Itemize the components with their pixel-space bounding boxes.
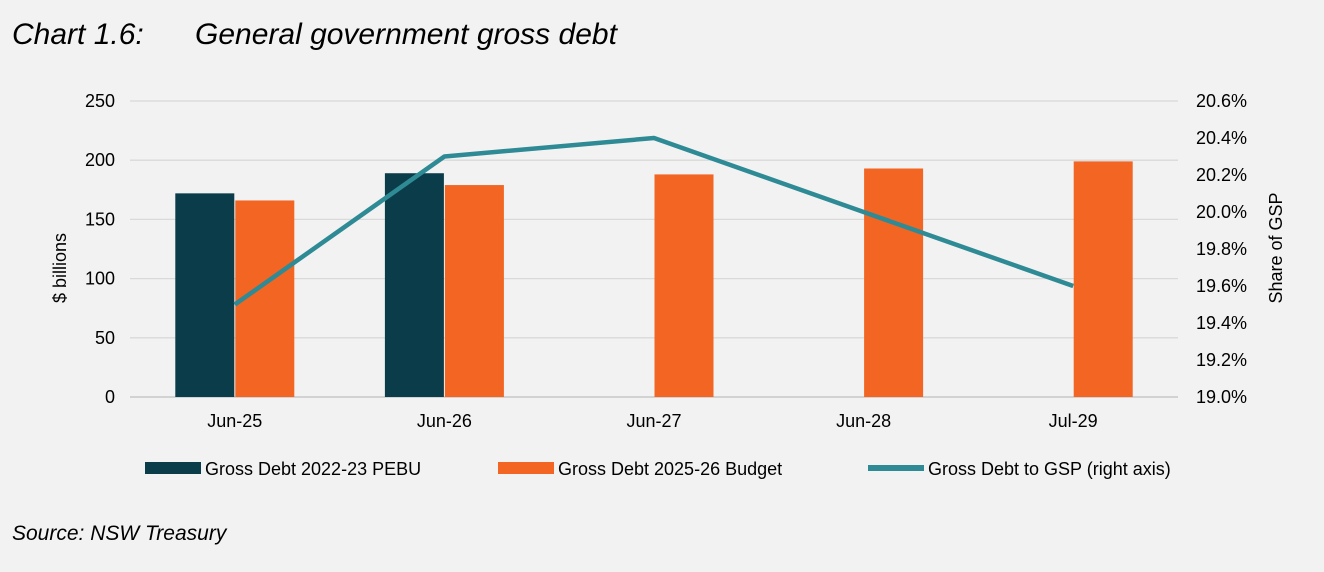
debt-chart: 0 50 100 150 200 250 19.0% 19.2% 19.4% 19.6% 19.8%… — [50, 91, 1286, 479]
y-tick-label: 50 — [95, 328, 115, 348]
y2-tick-label: 19.4% — [1196, 313, 1247, 333]
y2-axis-title: Share of GSP — [1266, 192, 1286, 303]
legend-label-gsp: Gross Debt to GSP (right axis) — [928, 459, 1171, 479]
legend: Gross Debt 2022-23 PEBU Gross Debt 2025-… — [145, 459, 1171, 479]
y-tick-label: 200 — [85, 150, 115, 170]
x-tick-label: Jul-29 — [1049, 411, 1098, 431]
x-tick-label: Jun-27 — [626, 411, 681, 431]
legend-swatch-gsp — [868, 465, 924, 471]
chart-title-text: General government gross debt — [195, 18, 617, 51]
y-tick-label: 100 — [85, 269, 115, 289]
y2-tick-label: 19.0% — [1196, 387, 1247, 407]
y2-tick-label: 19.8% — [1196, 239, 1247, 259]
x-tick-label: Jun-26 — [417, 411, 472, 431]
legend-swatch-budget — [498, 462, 554, 474]
y-tick-label: 250 — [85, 91, 115, 111]
y-tick-label: 150 — [85, 209, 115, 229]
legend-swatch-pebu — [145, 462, 201, 474]
source-note: Source: NSW Treasury — [12, 522, 227, 545]
bar-pebu — [384, 173, 444, 397]
bar-budget — [864, 168, 924, 397]
y2-tick-label: 19.6% — [1196, 276, 1247, 296]
y2-tick-label: 20.6% — [1196, 91, 1247, 111]
x-tick-label: Jun-25 — [207, 411, 262, 431]
x-tick-label: Jun-28 — [836, 411, 891, 431]
gsp-line — [233, 135, 1074, 307]
y2-tick-label: 20.0% — [1196, 202, 1247, 222]
y2-tick-label: 20.4% — [1196, 128, 1247, 148]
y2-tick-label: 19.2% — [1196, 350, 1247, 370]
y2-tick-label: 20.2% — [1196, 165, 1247, 185]
y-tick-label: 0 — [105, 387, 115, 407]
legend-label-pebu: Gross Debt 2022-23 PEBU — [205, 459, 421, 479]
bar-budget — [654, 174, 714, 397]
gridlines — [130, 100, 1178, 398]
axis-ticks: 0 50 100 150 200 250 19.0% 19.2% 19.4% 19.6% 19.8%… — [85, 91, 1247, 431]
bar-pebu — [175, 193, 235, 397]
legend-label-budget: Gross Debt 2025-26 Budget — [558, 459, 782, 479]
gsp-line-path — [233, 135, 1074, 307]
y-axis-title: $ billions — [50, 233, 70, 303]
bars — [175, 161, 1133, 397]
bar-budget — [1073, 161, 1133, 397]
bar-budget — [444, 185, 504, 397]
chart-number: Chart 1.6: — [12, 18, 144, 51]
chart-title: Chart 1.6: General government gross debt — [12, 18, 617, 52]
